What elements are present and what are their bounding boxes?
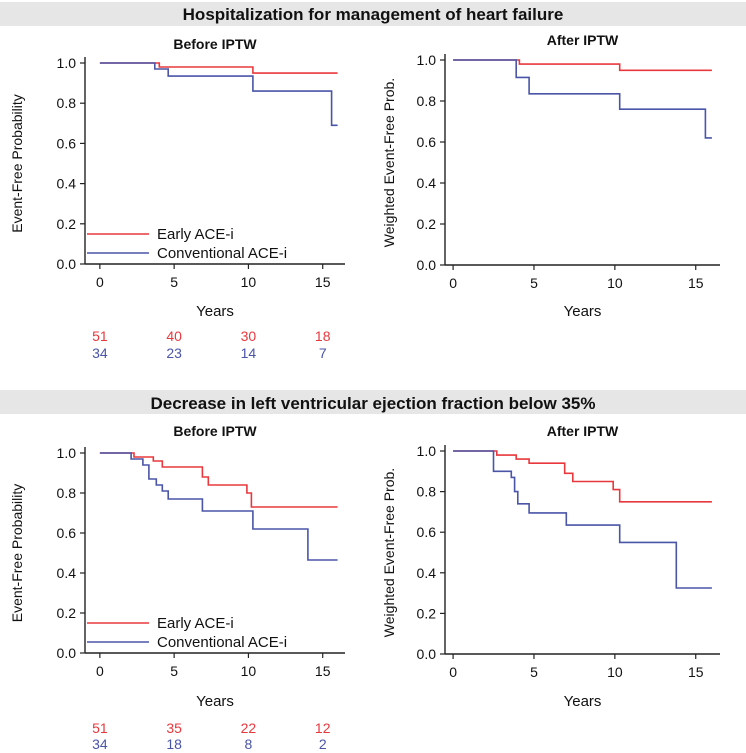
section-header-bg-2: [0, 390, 746, 414]
early-ace-i-curve: [99, 62, 338, 74]
legend-label: Early ACE-i: [157, 226, 234, 243]
y-tick-label: 0.8: [57, 95, 77, 111]
y-tick-label: 0.0: [417, 257, 437, 273]
panel-lvef-before-iptw: Before IPTW 0.0 0.2 0.4 0.6 0.8 1.0 0 5 10 15 Years…: [9, 423, 345, 752]
at-risk-conventional: 2: [319, 736, 327, 752]
section-title-2: Decrease in left ventricular ejection fr…: [151, 394, 596, 413]
y-tick-label: 0.6: [57, 135, 77, 151]
panel-title: Before IPTW: [173, 423, 257, 439]
legend-label: Conventional ACE-i: [157, 245, 287, 262]
at-risk-conventional: 34: [92, 736, 108, 752]
section-header-bg-1: [0, 2, 746, 26]
x-axis-label: Years: [196, 693, 234, 710]
y-tick-label: 1.0: [417, 443, 437, 459]
early-ace-i-curve: [99, 452, 338, 508]
at-risk-conventional: 23: [166, 345, 182, 361]
y-tick-label: 0.4: [57, 176, 77, 192]
early-ace-i-curve: [453, 450, 712, 503]
at-risk-conventional: 8: [245, 736, 253, 752]
y-tick-label: 1.0: [57, 55, 77, 71]
x-tick-label: 10: [607, 664, 623, 680]
panel-hf-before-iptw: Before IPTW 0.0 0.2 0.4 0.6 0.8 1.0 0 5 10 15 Years…: [9, 36, 345, 361]
x-tick-label: 15: [688, 275, 704, 291]
section-title-1: Hospitalization for management of heart …: [183, 5, 564, 24]
x-tick-label: 5: [530, 664, 538, 680]
y-tick-label: 0.4: [417, 565, 437, 581]
at-risk-early: 51: [92, 328, 108, 344]
panel-title: After IPTW: [547, 32, 619, 48]
y-tick-label: 0.0: [417, 646, 437, 662]
x-tick-label: 5: [170, 274, 178, 290]
x-tick-label: 0: [449, 275, 457, 291]
at-risk-early: 40: [166, 328, 182, 344]
x-tick-label: 0: [449, 664, 457, 680]
y-axis-label: Event-Free Probability: [9, 484, 25, 623]
y-tick-label: 1.0: [417, 52, 437, 68]
y-tick-label: 0.4: [57, 565, 77, 581]
panel-title: Before IPTW: [173, 36, 257, 52]
x-tick-label: 5: [530, 275, 538, 291]
y-tick-label: 0.4: [417, 175, 437, 191]
at-risk-early: 18: [315, 328, 331, 344]
x-axis-label: Years: [564, 303, 602, 320]
at-risk-early: 12: [315, 720, 331, 736]
y-tick-label: 0.2: [417, 216, 437, 232]
conventional-ace-i-curve: [99, 452, 338, 561]
y-tick-label: 0.0: [57, 645, 77, 661]
at-risk-early: 30: [241, 328, 257, 344]
at-risk-conventional: 7: [319, 345, 327, 361]
x-axis-label: Years: [564, 693, 602, 710]
y-tick-label: 0.8: [417, 93, 437, 109]
y-tick-label: 0.0: [57, 256, 77, 272]
legend-label: Early ACE-i: [157, 615, 234, 632]
at-risk-conventional: 14: [241, 345, 257, 361]
y-tick-label: 0.6: [417, 524, 437, 540]
x-tick-label: 15: [688, 664, 704, 680]
at-risk-early: 35: [166, 720, 182, 736]
conventional-ace-i-curve: [453, 59, 712, 139]
at-risk-conventional: 34: [92, 345, 108, 361]
y-tick-label: 1.0: [57, 445, 77, 461]
x-tick-label: 15: [315, 663, 331, 679]
y-axis-label: Weighted Event-Free Prob.: [381, 78, 397, 247]
legend-label: Conventional ACE-i: [157, 634, 287, 651]
y-tick-label: 0.6: [57, 525, 77, 541]
at-risk-early: 22: [241, 720, 257, 736]
at-risk-early: 51: [92, 720, 108, 736]
panel-title: After IPTW: [547, 423, 619, 439]
y-axis-label: Event-Free Probability: [9, 94, 25, 233]
x-tick-label: 10: [241, 274, 257, 290]
x-axis-label: Years: [196, 303, 234, 320]
panel-hf-after-iptw: After IPTW 0.0 0.2 0.4 0.6 0.8 1.0 0 5 10 15 Years W…: [381, 32, 720, 320]
at-risk-conventional: 18: [166, 736, 182, 752]
early-ace-i-curve: [453, 59, 712, 72]
x-tick-label: 0: [96, 663, 104, 679]
x-tick-label: 15: [315, 274, 331, 290]
y-axis-label: Weighted Event-Free Prob.: [381, 468, 397, 637]
y-tick-label: 0.8: [417, 484, 437, 500]
panel-lvef-after-iptw: After IPTW 0.0 0.2 0.4 0.6 0.8 1.0 0 5 10 15 Years W…: [381, 423, 720, 710]
y-tick-label: 0.2: [57, 605, 77, 621]
x-tick-label: 10: [241, 663, 257, 679]
y-tick-label: 0.2: [57, 216, 77, 232]
conventional-ace-i-curve: [99, 62, 338, 127]
y-tick-label: 0.6: [417, 134, 437, 150]
conventional-ace-i-curve: [453, 450, 712, 589]
x-tick-label: 10: [607, 275, 623, 291]
y-tick-label: 0.8: [57, 485, 77, 501]
x-tick-label: 5: [170, 663, 178, 679]
x-tick-label: 0: [96, 274, 104, 290]
y-tick-label: 0.2: [417, 605, 437, 621]
